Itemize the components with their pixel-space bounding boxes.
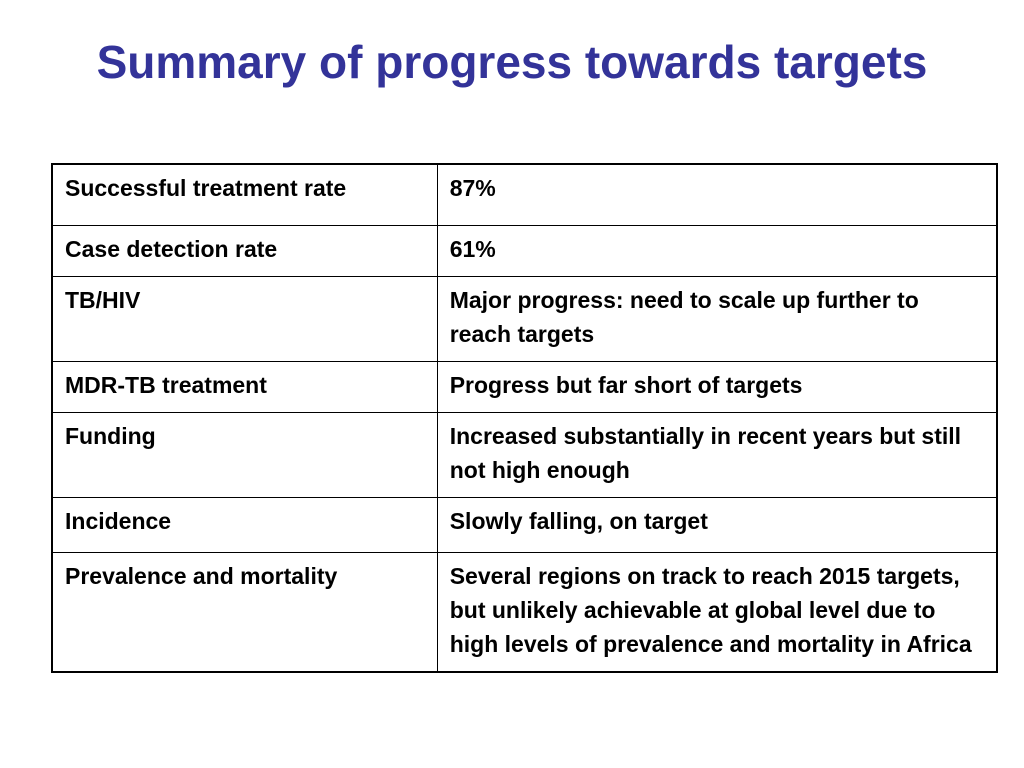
table-row: TB/HIV Major progress: need to scale up … bbox=[51, 276, 998, 362]
table-row: Successful treatment rate 87% bbox=[51, 163, 998, 226]
row-label: Prevalence and mortality bbox=[51, 552, 438, 673]
row-value: Major progress: need to scale up further… bbox=[436, 276, 998, 362]
row-value: 87% bbox=[436, 163, 998, 226]
table-row: Case detection rate 61% bbox=[51, 225, 998, 277]
slide-title: Summary of progress towards targets bbox=[96, 36, 928, 88]
row-value: 61% bbox=[436, 225, 998, 277]
row-label: TB/HIV bbox=[51, 276, 438, 362]
row-label: Incidence bbox=[51, 497, 438, 553]
row-value: Progress but far short of targets bbox=[436, 361, 998, 413]
row-value: Increased substantially in recent years … bbox=[436, 412, 998, 498]
row-label: Successful treatment rate bbox=[51, 163, 438, 226]
table-row: MDR-TB treatment Progress but far short … bbox=[51, 361, 998, 413]
table-row: Funding Increased substantially in recen… bbox=[51, 412, 998, 498]
progress-summary-table: Successful treatment rate 87% Case detec… bbox=[51, 163, 998, 673]
table-row: Prevalence and mortality Several regions… bbox=[51, 552, 998, 673]
table-row: Incidence Slowly falling, on target bbox=[51, 497, 998, 553]
row-label: MDR-TB treatment bbox=[51, 361, 438, 413]
row-label: Funding bbox=[51, 412, 438, 498]
row-value: Several regions on track to reach 2015 t… bbox=[436, 552, 998, 673]
row-label: Case detection rate bbox=[51, 225, 438, 277]
row-value: Slowly falling, on target bbox=[436, 497, 998, 553]
